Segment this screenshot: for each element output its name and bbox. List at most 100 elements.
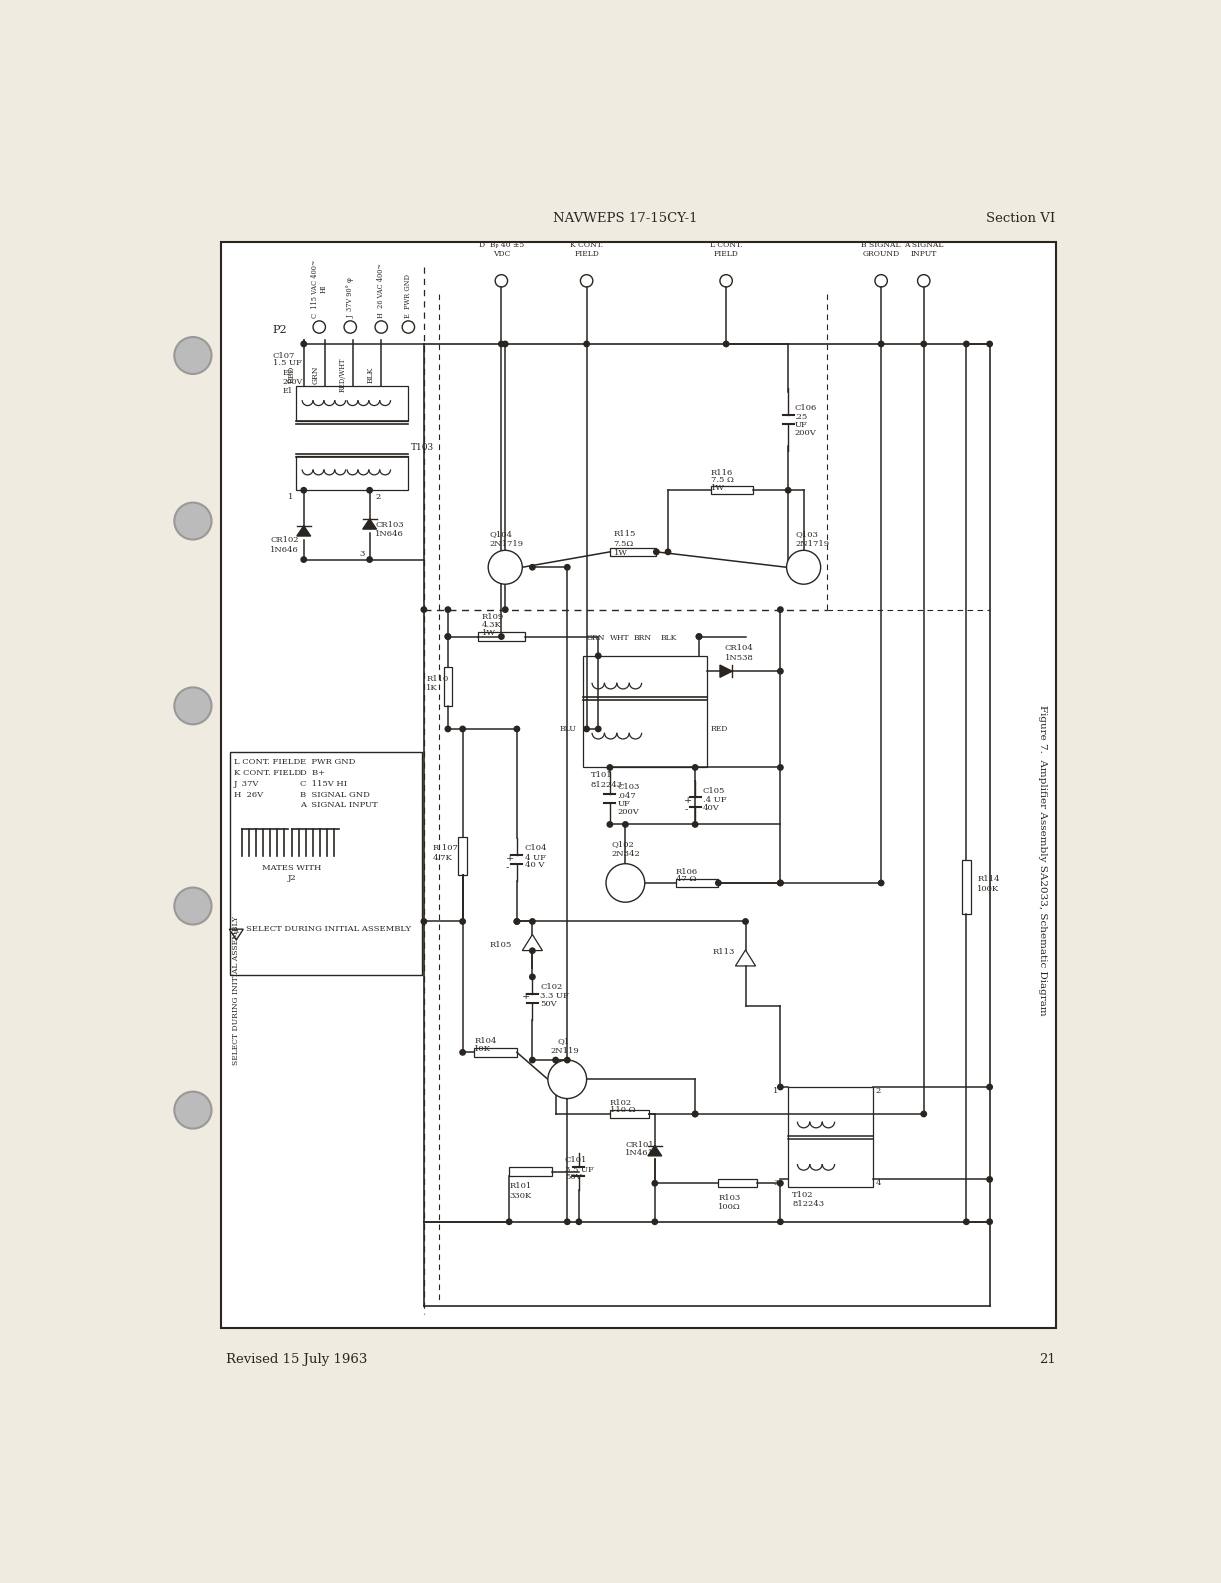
Text: L CONT.
FIELD: L CONT. FIELD: [709, 241, 742, 258]
Circle shape: [530, 1057, 535, 1062]
Text: K CONT.
FIELD: K CONT. FIELD: [570, 241, 603, 258]
Circle shape: [421, 918, 426, 924]
Bar: [711, 486, 753, 494]
Text: D  Bₚ 40 ±5
VDC: D Bₚ 40 ±5 VDC: [479, 241, 524, 258]
Text: A  SIGNAL INPUT: A SIGNAL INPUT: [300, 801, 377, 809]
Text: RED: RED: [288, 366, 295, 383]
Text: .4 UF: .4 UF: [703, 796, 726, 804]
Text: R102: R102: [609, 1099, 632, 1107]
Circle shape: [514, 918, 520, 924]
Text: 1K: 1K: [426, 684, 438, 692]
Text: 4 UF: 4 UF: [525, 853, 546, 861]
Text: 1W: 1W: [711, 484, 724, 492]
Polygon shape: [230, 929, 243, 940]
Circle shape: [446, 633, 451, 640]
Circle shape: [530, 948, 535, 953]
Text: C103: C103: [618, 784, 640, 792]
Circle shape: [514, 918, 520, 924]
Circle shape: [576, 1219, 581, 1225]
Text: 2N119: 2N119: [551, 1046, 579, 1054]
Circle shape: [716, 880, 722, 885]
Text: 2N1719: 2N1719: [796, 540, 830, 548]
Text: 812243: 812243: [792, 1200, 824, 1208]
Circle shape: [917, 275, 930, 287]
Text: J  37V 90° φ: J 37V 90° φ: [347, 277, 354, 318]
Text: 3.3 UF: 3.3 UF: [540, 993, 569, 1000]
Text: T102: T102: [792, 1190, 813, 1198]
Circle shape: [460, 1050, 465, 1054]
Text: 2: 2: [875, 1088, 880, 1095]
Text: BLU: BLU: [559, 725, 576, 733]
Text: 1N646: 1N646: [270, 546, 299, 554]
Bar: [230, 752, 422, 975]
Text: CR103: CR103: [375, 521, 404, 529]
Text: +: +: [505, 853, 514, 863]
Circle shape: [987, 1219, 993, 1225]
Polygon shape: [363, 519, 376, 529]
Text: J  37V: J 37V: [234, 780, 259, 788]
Text: L CONT. FIELD: L CONT. FIELD: [234, 758, 300, 766]
Text: GRN: GRN: [586, 635, 606, 643]
Text: C107: C107: [272, 351, 295, 359]
Text: A SIGNAL
INPUT: A SIGNAL INPUT: [904, 241, 944, 258]
Text: 3.5 UF: 3.5 UF: [565, 1165, 593, 1173]
Text: 1W: 1W: [614, 549, 628, 557]
Text: SELECT DURING INITIAL ASSEMBLY: SELECT DURING INITIAL ASSEMBLY: [232, 917, 241, 1065]
Circle shape: [564, 1219, 570, 1225]
Text: R110: R110: [426, 674, 448, 682]
Circle shape: [488, 551, 523, 584]
Circle shape: [580, 275, 593, 287]
Circle shape: [446, 606, 451, 613]
Text: R103: R103: [718, 1194, 741, 1201]
Text: 3: 3: [773, 1179, 779, 1187]
Text: 1W: 1W: [482, 628, 496, 636]
Circle shape: [987, 342, 993, 347]
Text: E1: E1: [283, 388, 293, 396]
Text: 2N1719: 2N1719: [490, 540, 524, 548]
Polygon shape: [720, 665, 733, 678]
Text: .047: .047: [618, 792, 636, 799]
Circle shape: [778, 1181, 783, 1186]
Circle shape: [778, 880, 783, 885]
Circle shape: [652, 1219, 658, 1225]
Text: 812243: 812243: [591, 780, 623, 788]
Circle shape: [507, 1219, 512, 1225]
Text: J2: J2: [288, 874, 297, 882]
Text: 7.5Ω: 7.5Ω: [614, 540, 634, 548]
Text: UF: UF: [795, 421, 807, 429]
Text: R106: R106: [675, 867, 698, 875]
Text: 7.5 Ω: 7.5 Ω: [711, 476, 734, 484]
Circle shape: [175, 502, 211, 540]
Polygon shape: [297, 526, 310, 537]
Circle shape: [368, 488, 372, 492]
Circle shape: [987, 1084, 993, 1089]
Text: R104: R104: [474, 1037, 497, 1045]
Text: T103: T103: [410, 443, 433, 453]
Bar: [458, 837, 466, 875]
Text: E  PWR GND: E PWR GND: [300, 758, 355, 766]
Text: H  26V: H 26V: [234, 790, 263, 798]
Text: 330K: 330K: [509, 1192, 531, 1200]
Circle shape: [652, 1181, 658, 1186]
Circle shape: [460, 918, 465, 924]
Text: 4.7K: 4.7K: [433, 853, 453, 861]
Circle shape: [564, 1057, 570, 1062]
Circle shape: [375, 321, 387, 332]
Circle shape: [498, 342, 504, 347]
Text: Q103: Q103: [796, 530, 819, 538]
Text: BLK: BLK: [368, 367, 375, 383]
Circle shape: [720, 275, 733, 287]
Circle shape: [785, 488, 791, 492]
Text: CR101: CR101: [625, 1141, 654, 1149]
Text: 200V: 200V: [795, 429, 816, 437]
Text: Δ: Δ: [234, 926, 239, 934]
Text: 100Ω: 100Ω: [718, 1203, 741, 1211]
Circle shape: [564, 565, 570, 570]
Text: 2: 2: [375, 492, 380, 500]
Bar: [675, 879, 718, 886]
Circle shape: [692, 765, 698, 771]
Text: P2: P2: [272, 325, 287, 334]
Polygon shape: [648, 1146, 662, 1156]
Bar: [295, 456, 408, 491]
Circle shape: [175, 337, 211, 374]
